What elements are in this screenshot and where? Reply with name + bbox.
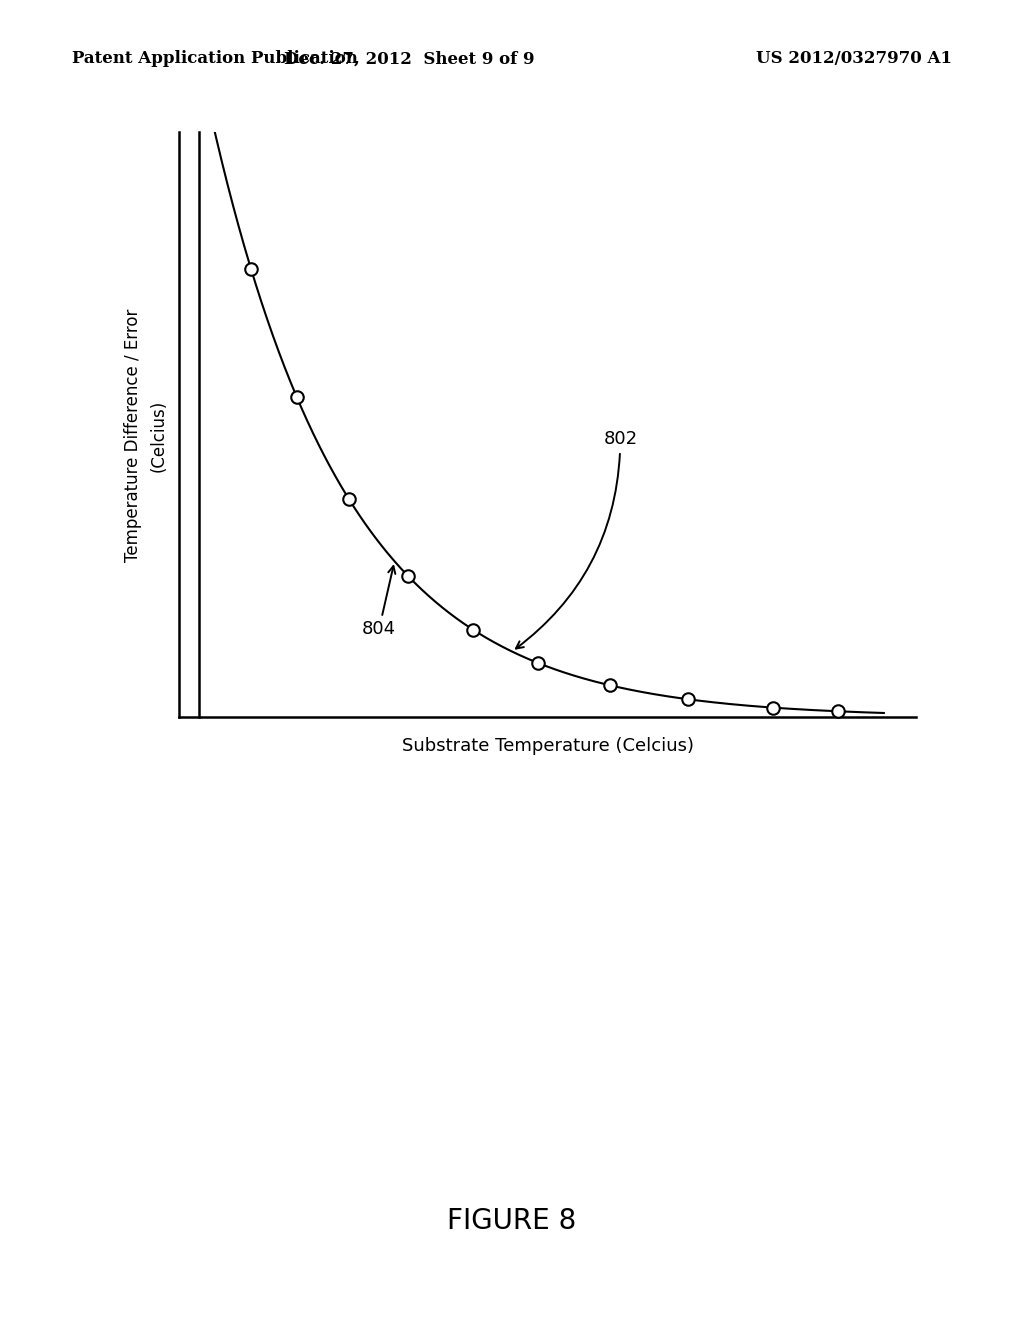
Text: 802: 802	[516, 430, 637, 648]
Text: 804: 804	[361, 566, 396, 639]
Y-axis label: Temperature Difference / Error
(Celcius): Temperature Difference / Error (Celcius)	[124, 309, 168, 562]
Text: Patent Application Publication: Patent Application Publication	[72, 50, 357, 67]
Text: US 2012/0327970 A1: US 2012/0327970 A1	[757, 50, 952, 67]
Text: Dec. 27, 2012  Sheet 9 of 9: Dec. 27, 2012 Sheet 9 of 9	[285, 50, 535, 67]
X-axis label: Substrate Temperature (Celcius): Substrate Temperature (Celcius)	[401, 737, 694, 755]
Text: FIGURE 8: FIGURE 8	[447, 1206, 577, 1236]
